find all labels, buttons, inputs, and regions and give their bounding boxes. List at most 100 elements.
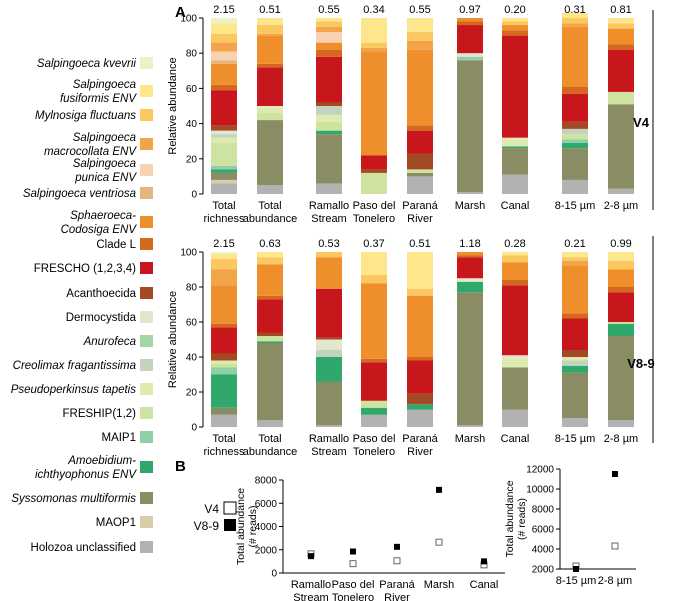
bar-segment-syssomonas-multiformis <box>407 172 433 177</box>
bar-segment-acanthoecida <box>407 153 433 170</box>
legend-label-line: Amoebidium- <box>67 455 136 467</box>
bar-segment-syssomonas-multiformis <box>457 292 483 426</box>
legend-item-freship-1-2: FRESHIP(1,2) <box>63 407 153 420</box>
bar-segment-holozoa-unclassified <box>316 183 342 194</box>
b-legend-marker <box>224 519 236 531</box>
category-label-line: Paraná <box>402 200 438 212</box>
bar-segment-freship-1-2 <box>257 113 283 121</box>
bar-segment-sphaeroeca-codosiga-env <box>361 51 387 156</box>
bar-segment-dermocystida <box>211 130 237 135</box>
legend-item-sphaeroeca-codosiga-env: Sphaeroeca- Codosiga ENV <box>61 210 153 236</box>
category-label: Paso del Tonelero <box>332 579 375 601</box>
bar-segment-dermocystida <box>502 355 528 359</box>
bar-segment-freship-1-2 <box>211 364 237 368</box>
b-legend-item-v4: V4 <box>204 501 237 516</box>
y-tick-label: 6000 <box>255 499 278 510</box>
bar-segment-holozoa-unclassified <box>608 420 634 427</box>
legend-label-line: Sphaeroeca- <box>70 210 136 222</box>
category-label: Marsh <box>455 433 486 445</box>
category-label-line: Stream <box>311 446 346 458</box>
panel-label-b: B <box>175 458 186 475</box>
bar-segment-mylnosiga-fluctuans <box>316 21 342 27</box>
bar-segment-clade-l <box>257 295 283 300</box>
bar-segment-pseudoperkinsus-tapetis <box>316 114 342 122</box>
bar-segment-mylnosiga-fluctuans <box>316 252 342 258</box>
bar-segment-acanthoecida <box>316 102 342 106</box>
bar-segment-maip1 <box>211 367 237 375</box>
bar-segment-freship-1-2 <box>211 142 237 166</box>
category-label: Total abundance <box>243 433 297 458</box>
bar-segment-syssomonas-multiformis <box>257 343 283 420</box>
bar-segment-mylnosiga-fluctuans <box>502 21 528 26</box>
bar-segment-salpingoeca-macrocollata-env <box>562 260 588 266</box>
point-v4 <box>349 560 357 568</box>
y-tick-label: 2000 <box>532 565 555 576</box>
bar-segment-salpingoeca-fusiformis-env <box>562 252 588 258</box>
bar-segment-sphaeroeca-codosiga-env <box>407 49 433 126</box>
bar-segment-maop1 <box>211 179 237 184</box>
bar-segment-syssomonas-multiformis <box>211 407 237 415</box>
bar-top-value: 0.53 <box>318 238 339 250</box>
category-label: Paraná River <box>402 433 438 458</box>
category-label-line: Stream <box>293 592 328 601</box>
bar-segment-clade-l <box>608 287 634 293</box>
bar-segment-pseudoperkinsus-tapetis <box>211 360 237 364</box>
y-tick-label: 80 <box>186 49 198 60</box>
bar-segment-syssomonas-multiformis <box>562 372 588 419</box>
bar-segment-salpingoeca-fusiformis-env <box>562 12 588 18</box>
bar-segment-frescho-1-2-3-4 <box>502 35 528 138</box>
bar-segment-syssomonas-multiformis <box>316 381 342 426</box>
legend-item-maop1: MAOP1 <box>96 516 153 529</box>
legend-label: Syssomonas multiformis <box>11 493 136 505</box>
category-label-line: Stream <box>311 213 346 225</box>
bar-segment-frescho-1-2-3-4 <box>608 292 634 322</box>
category-label-line: Tonelero <box>332 592 374 601</box>
category-label-line: Total <box>212 200 235 212</box>
bar-segment-amoebidium-ichthyophonus-env <box>562 365 588 373</box>
bar-segment-salpingoeca-ventriosa <box>211 60 237 64</box>
b-legend-item-v8-9: V8-9 <box>194 519 236 533</box>
bar-segment-pseudoperkinsus-tapetis <box>502 139 528 147</box>
category-label-line: Ramallo <box>291 579 331 591</box>
bar-segment-holozoa-unclassified <box>211 414 237 427</box>
bar-segment-pseudoperkinsus-tapetis <box>502 358 528 368</box>
bar-segment-frescho-1-2-3-4 <box>211 90 237 126</box>
bar-segment-acanthoecida <box>257 332 283 336</box>
bar-segment-mylnosiga-fluctuans <box>361 42 387 48</box>
y-tick-label: 4000 <box>532 545 555 556</box>
y-axis-label-line: Total abundance <box>235 488 247 565</box>
y-tick-label: 100 <box>180 248 197 259</box>
bar-segment-mylnosiga-fluctuans <box>211 33 237 43</box>
bar-segment-clade-l <box>562 86 588 94</box>
y-tick-label: 2000 <box>255 545 278 556</box>
legend-label-line: Salpingoeca <box>73 79 136 91</box>
bar-segment-frescho-1-2-3-4 <box>361 362 387 401</box>
category-label-line: Tonelero <box>353 446 395 458</box>
bar-segment-creolimax-fragantissima <box>211 134 237 138</box>
category-label: 2-8 µm <box>598 575 632 587</box>
bar-segment-sphaeroeca-codosiga-env <box>211 285 237 324</box>
bar-segment-clade-l <box>257 63 283 68</box>
legend-item-pseudoperkinsus-tapetis: Pseudoperkinsus tapetis <box>11 383 153 396</box>
legend-swatch <box>140 57 153 69</box>
y-axis-label: Total abundance(# reads) <box>235 488 259 565</box>
category-label-line: Paraná <box>379 579 415 591</box>
category-label: Marsh <box>424 579 455 591</box>
legend-label: Amoebidium-ichthyophonus ENV <box>35 455 137 481</box>
y-axis-label: Total abundance(# reads) <box>504 480 528 557</box>
legend-item-holozoa-unclassified: Holozoa unclassified <box>31 541 153 554</box>
bar-segment-salpingoeca-fusiformis-env <box>608 252 634 261</box>
category-label: Total richness <box>204 200 245 225</box>
legend-label-line: macrocollata ENV <box>44 146 137 158</box>
legend-swatch <box>140 359 153 371</box>
legend-swatch <box>140 541 153 553</box>
bar-segment-frescho-1-2-3-4 <box>316 288 342 338</box>
y-axis-label-line: (# reads) <box>247 505 259 547</box>
bar-segment-amoebidium-ichthyophonus-env <box>502 146 528 149</box>
bar-segment-amoebidium-ichthyophonus-env <box>211 374 237 408</box>
bar-segment-salpingoeca-fusiformis-env <box>211 253 237 259</box>
bar-segment-clade-l <box>361 358 387 363</box>
bar-segment-frescho-1-2-3-4 <box>608 49 634 92</box>
bar-segment-mylnosiga-fluctuans <box>257 25 283 34</box>
